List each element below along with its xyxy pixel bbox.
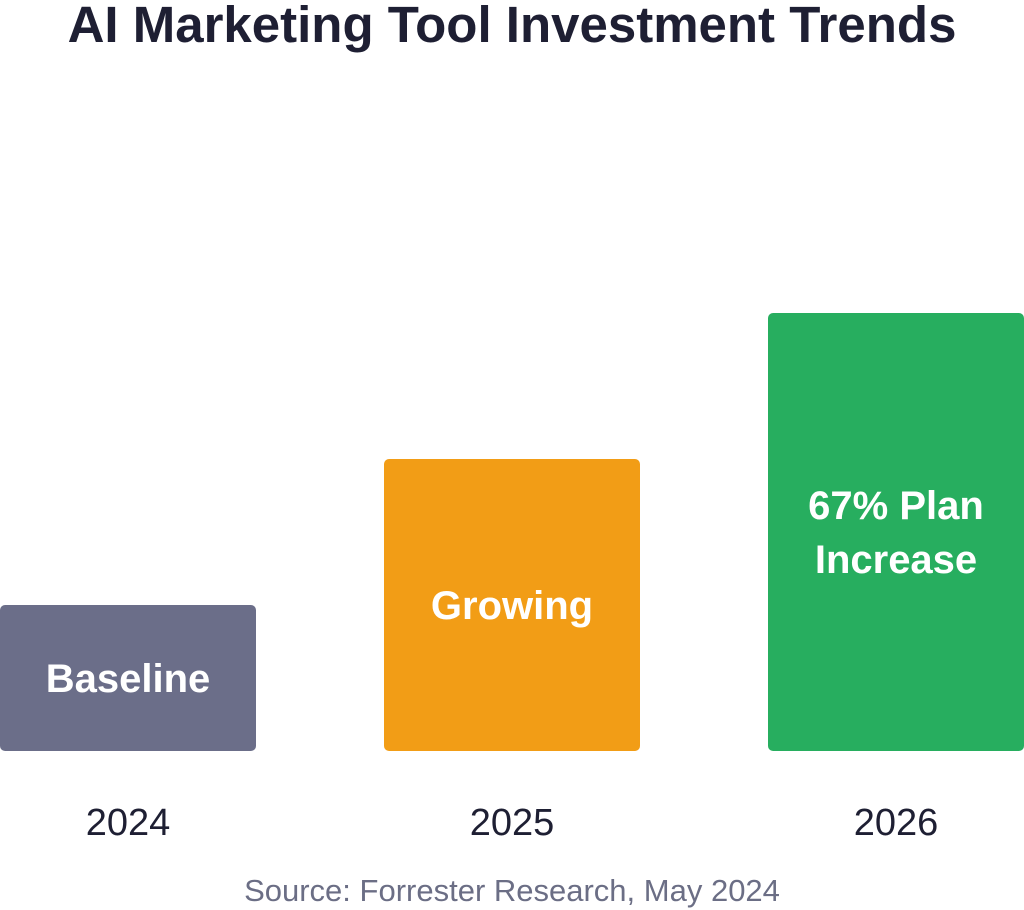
chart-title: AI Marketing Tool Investment Trends (67, 0, 957, 53)
bar-2026 (768, 313, 1024, 751)
bar-2024 (0, 605, 256, 751)
bars-group: Baseline Growing 67% Plan Increase (0, 313, 1024, 751)
x-tick-label-2025: 2025 (470, 802, 555, 844)
x-tick-label-2024: 2024 (86, 802, 171, 844)
bar-label-2026-line-1: 67% Plan (808, 484, 984, 528)
bar-label-2024-line-1: Baseline (46, 657, 211, 701)
bar-label-2025-line-1: Growing (431, 584, 593, 628)
source-note: Source: Forrester Research, May 2024 (244, 873, 780, 908)
bar-label-2026-line-2: Increase (815, 538, 977, 582)
x-axis-ticks: 2024 2025 2026 (86, 802, 939, 844)
x-tick-label-2026: 2026 (854, 802, 939, 844)
bar-2025 (384, 459, 640, 751)
